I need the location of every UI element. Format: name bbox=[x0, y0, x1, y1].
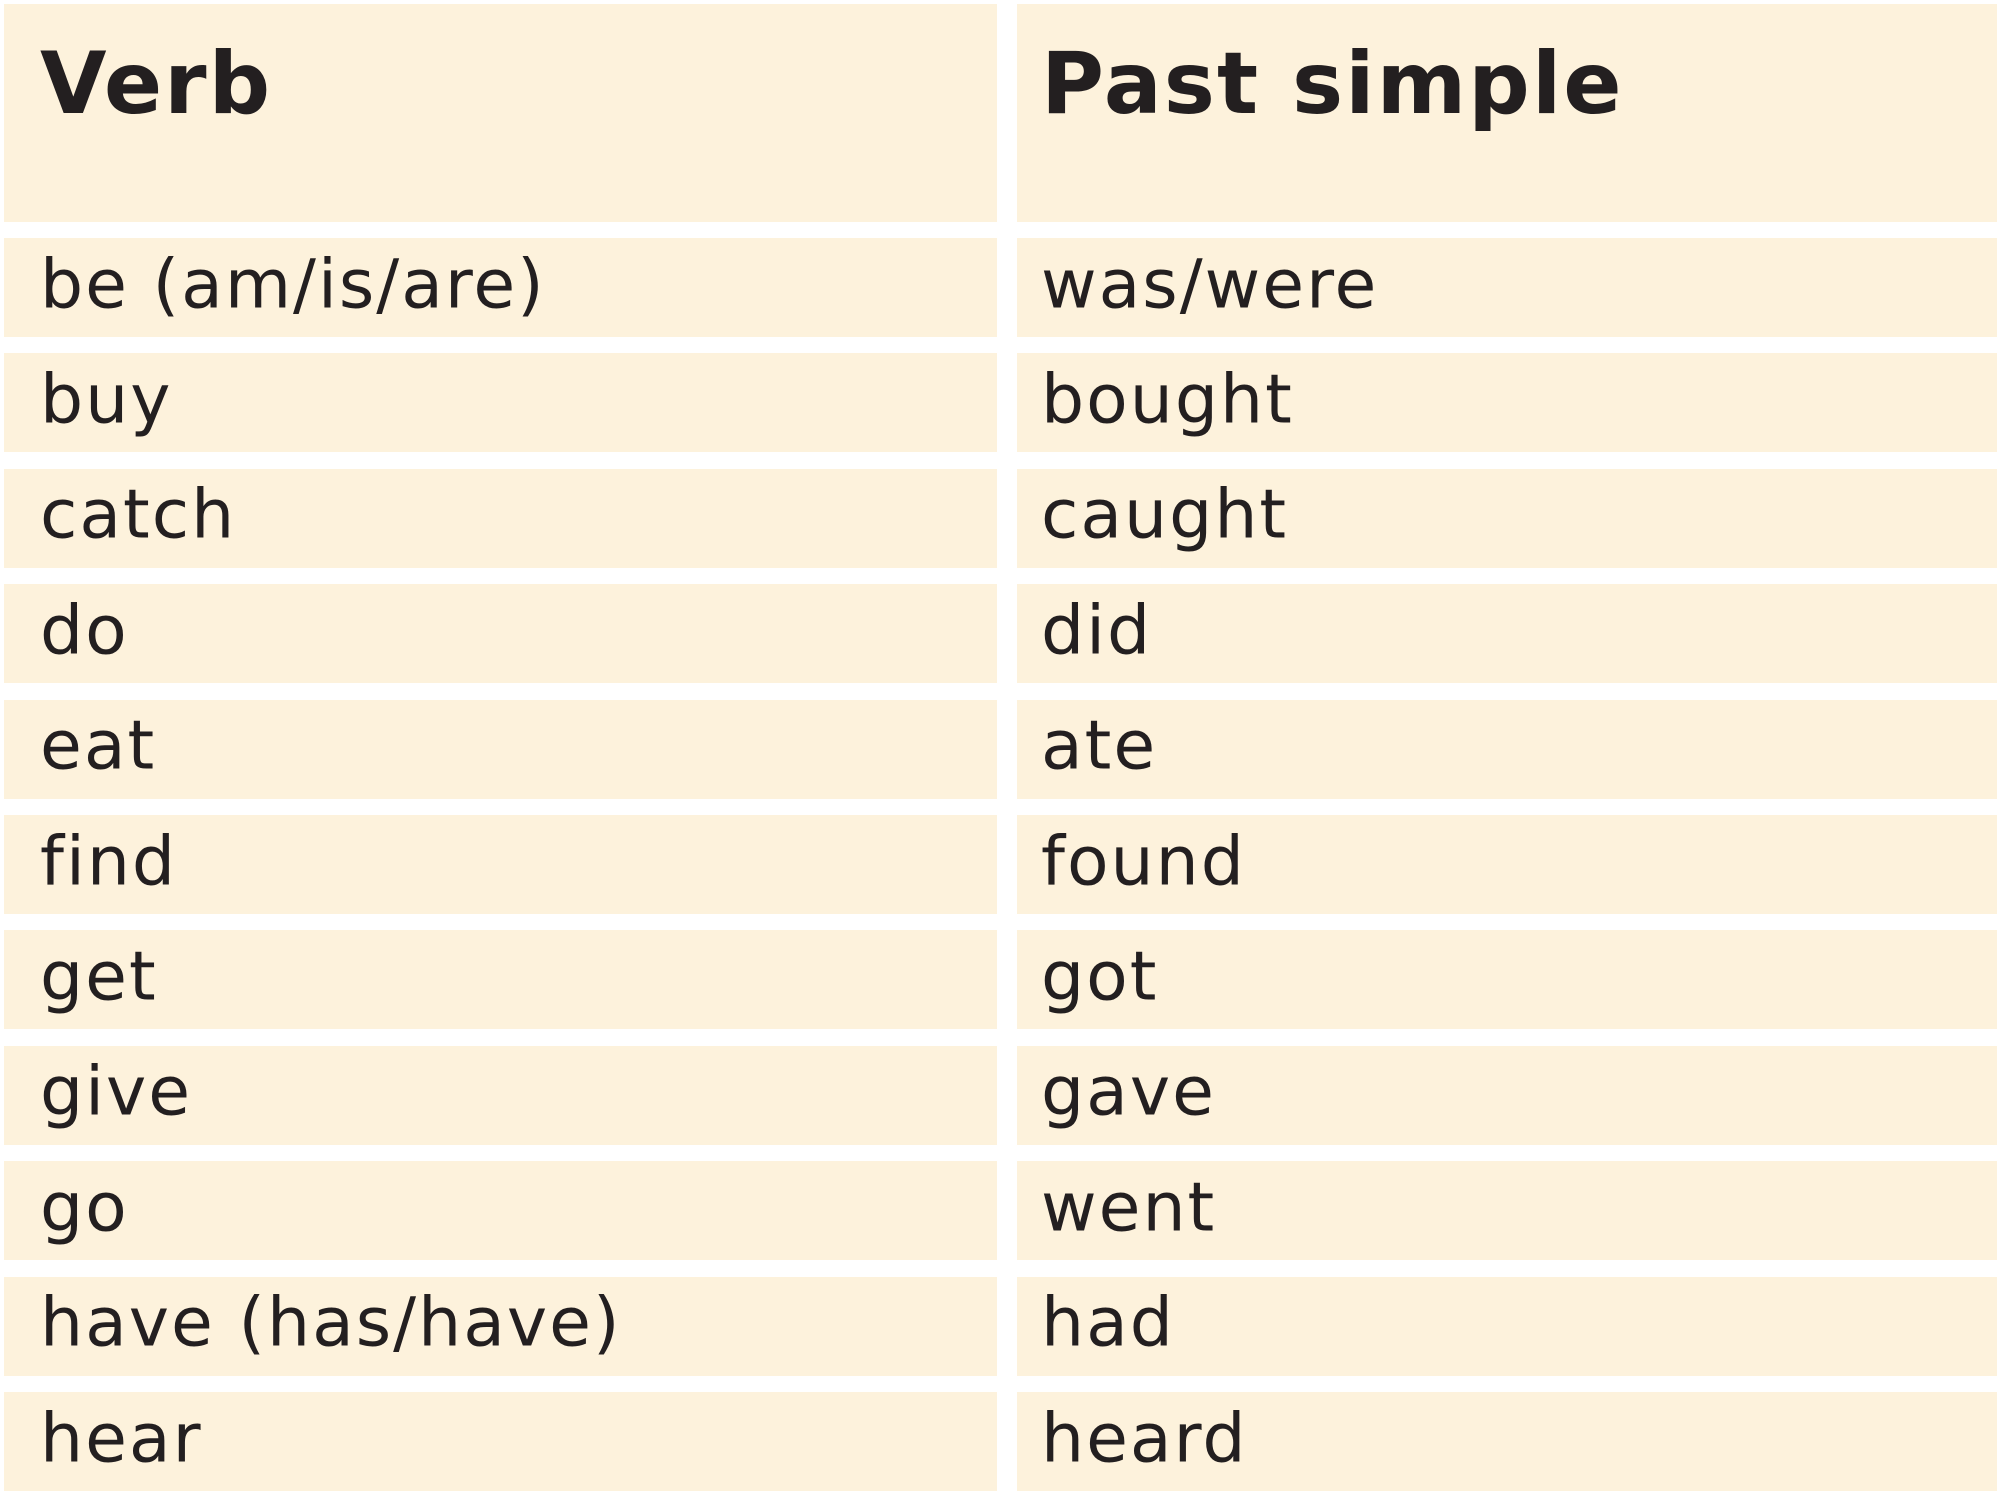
cell-text: have (has/have) bbox=[40, 1283, 622, 1363]
table-cell-past-simple: found bbox=[1017, 815, 1997, 914]
header-past-simple-label: Past simple bbox=[1041, 34, 1624, 134]
cell-text: buy bbox=[40, 360, 173, 440]
table-cell-past-simple: ate bbox=[1017, 699, 1997, 799]
cell-text: did bbox=[1041, 591, 1153, 671]
cell-text: give bbox=[40, 1052, 193, 1132]
table-cell-verb: get bbox=[4, 930, 997, 1030]
cell-text: got bbox=[1041, 937, 1159, 1017]
table-cell-verb: be (am/is/are) bbox=[4, 238, 997, 337]
table-cell-past-simple: gave bbox=[1017, 1045, 1997, 1145]
table-cell-past-simple: got bbox=[1017, 930, 1997, 1030]
cell-text: caught bbox=[1041, 475, 1289, 555]
cell-text: hear bbox=[40, 1398, 203, 1478]
cell-text: heard bbox=[1041, 1398, 1248, 1478]
header-verb-label: Verb bbox=[40, 34, 273, 134]
table-cell-verb: give bbox=[4, 1045, 997, 1145]
cell-text: gave bbox=[1041, 1052, 1216, 1132]
table-cell-verb: have (has/have) bbox=[4, 1276, 997, 1376]
cell-text: ate bbox=[1041, 706, 1158, 786]
table-cell-verb: go bbox=[4, 1161, 997, 1261]
cell-text: do bbox=[40, 591, 129, 671]
table-cell-past-simple: had bbox=[1017, 1276, 1997, 1376]
cell-text: eat bbox=[40, 706, 157, 786]
table-cell-past-simple: went bbox=[1017, 1161, 1997, 1261]
cell-text: was/were bbox=[1041, 244, 1379, 324]
header-verb: Verb bbox=[4, 4, 997, 222]
table-cell-past-simple: was/were bbox=[1017, 238, 1997, 337]
table-cell-past-simple: bought bbox=[1017, 353, 1997, 453]
cell-text: find bbox=[40, 821, 178, 901]
table-cell-verb: catch bbox=[4, 468, 997, 568]
cell-text: go bbox=[40, 1168, 129, 1248]
cell-text: had bbox=[1041, 1283, 1175, 1363]
cell-text: went bbox=[1041, 1168, 1217, 1248]
table-cell-verb: do bbox=[4, 584, 997, 684]
cell-text: catch bbox=[40, 475, 237, 555]
cell-text: found bbox=[1041, 821, 1246, 901]
table-cell-past-simple: heard bbox=[1017, 1392, 1997, 1491]
table-cell-verb: eat bbox=[4, 699, 997, 799]
cell-text: bought bbox=[1041, 360, 1294, 440]
table-cell-verb: hear bbox=[4, 1392, 997, 1491]
table-cell-past-simple: caught bbox=[1017, 468, 1997, 568]
table-cell-verb: buy bbox=[4, 353, 997, 453]
cell-text: get bbox=[40, 937, 158, 1017]
table-cell-verb: find bbox=[4, 815, 997, 914]
table-cell-past-simple: did bbox=[1017, 584, 1997, 684]
header-past-simple: Past simple bbox=[1017, 4, 1997, 222]
cell-text: be (am/is/are) bbox=[40, 244, 546, 324]
